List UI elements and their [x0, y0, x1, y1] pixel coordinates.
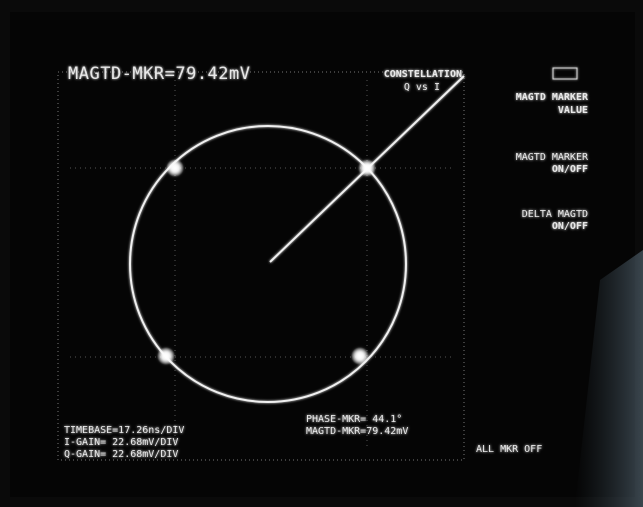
q-gain-readout: Q-GAIN= 22.68mV/DIV — [64, 449, 178, 460]
magnitude-marker-readout: MAGTD-MKR=79.42mV — [306, 426, 408, 437]
softkey-label[interactable]: DELTA MAGTD — [522, 209, 588, 220]
softkey-label[interactable]: ON/OFF — [552, 164, 588, 175]
softkey-label[interactable]: VALUE — [558, 105, 588, 116]
symbol-point — [351, 347, 369, 365]
symbol-point — [166, 159, 184, 177]
i-gain-readout: I-GAIN= 22.68mV/DIV — [64, 437, 178, 448]
symbol-point — [157, 347, 175, 365]
page: Constellation display html, body { margi… — [0, 0, 643, 507]
softkey-label[interactable]: ON/OFF — [552, 221, 588, 232]
softkey-label[interactable]: MAGTD MARKER — [516, 92, 589, 103]
softkey-label[interactable]: MAGTD MARKER — [516, 152, 589, 163]
display-mode: CONSTELLATION — [384, 69, 462, 80]
timebase-readout: TIMEBASE=17.26ns/DIV — [64, 425, 184, 436]
symbol-point — [358, 159, 376, 177]
marker-readout: MAGTD-MKR=79.42mV — [68, 64, 251, 84]
display-sub: Q vs I — [404, 82, 440, 93]
page-body: {"header": {"marker_readout": "MAGTD-MKR… — [0, 0, 643, 507]
instrument-screen: MAGTD-MKR=79.42mV CONSTELLATION Q vs I M… — [0, 0, 643, 507]
softkey-label[interactable]: ALL MKR OFF — [476, 444, 542, 455]
phase-marker-readout: PHASE-MKR= 44.1° — [306, 414, 402, 425]
